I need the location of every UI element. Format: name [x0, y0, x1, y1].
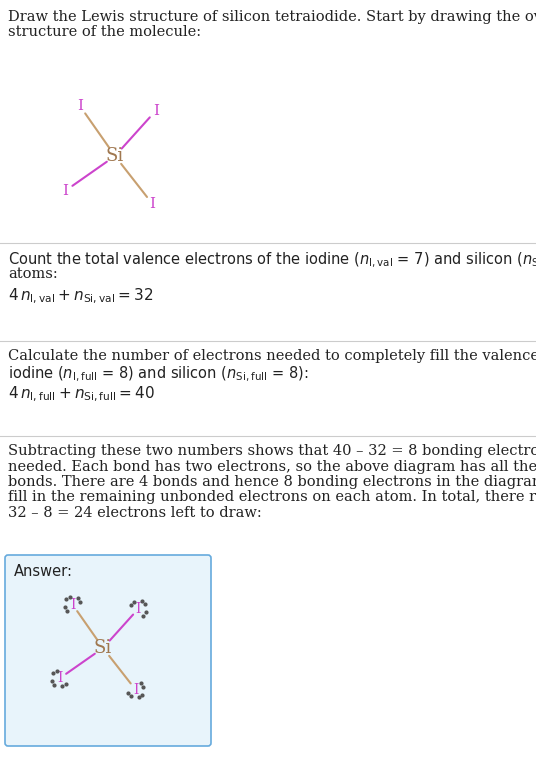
- Text: atoms:: atoms:: [8, 267, 58, 281]
- Text: I: I: [70, 598, 75, 611]
- Text: Si: Si: [94, 639, 112, 657]
- Text: Count the total valence electrons of the iodine ($n_{\mathrm{I,val}}$ = 7) and s: Count the total valence electrons of the…: [8, 251, 536, 270]
- Text: I: I: [77, 99, 83, 113]
- Text: I: I: [153, 104, 159, 118]
- Text: iodine ($n_{\mathrm{I,full}}$ = 8) and silicon ($n_{\mathrm{Si,full}}$ = 8):: iodine ($n_{\mathrm{I,full}}$ = 8) and s…: [8, 365, 308, 384]
- Text: $4\,n_{\mathrm{I,val}} + n_{\mathrm{Si,val}} = 32$: $4\,n_{\mathrm{I,val}} + n_{\mathrm{Si,v…: [8, 287, 153, 307]
- Text: Answer:: Answer:: [14, 564, 73, 579]
- FancyBboxPatch shape: [5, 555, 211, 746]
- Text: I: I: [136, 601, 141, 615]
- Text: bonds. There are 4 bonds and hence 8 bonding electrons in the diagram. Lastly,: bonds. There are 4 bonds and hence 8 bon…: [8, 475, 536, 489]
- Text: 32 – 8 = 24 electrons left to draw:: 32 – 8 = 24 electrons left to draw:: [8, 506, 262, 520]
- Text: $4\,n_{\mathrm{I,full}} + n_{\mathrm{Si,full}} = 40$: $4\,n_{\mathrm{I,full}} + n_{\mathrm{Si,…: [8, 385, 155, 404]
- Text: Draw the Lewis structure of silicon tetraiodide. Start by drawing the overall: Draw the Lewis structure of silicon tetr…: [8, 10, 536, 24]
- Text: Si: Si: [106, 147, 124, 165]
- Text: Subtracting these two numbers shows that 40 – 32 = 8 bonding electrons are: Subtracting these two numbers shows that…: [8, 444, 536, 458]
- Text: needed. Each bond has two electrons, so the above diagram has all the necessary: needed. Each bond has two electrons, so …: [8, 459, 536, 473]
- Text: I: I: [150, 197, 155, 211]
- Text: I: I: [62, 184, 68, 198]
- Text: I: I: [133, 683, 138, 697]
- Text: I: I: [57, 671, 62, 685]
- Text: structure of the molecule:: structure of the molecule:: [8, 25, 201, 39]
- Text: Calculate the number of electrons needed to completely fill the valence shells f: Calculate the number of electrons needed…: [8, 349, 536, 363]
- Text: fill in the remaining unbonded electrons on each atom. In total, there remain: fill in the remaining unbonded electrons…: [8, 490, 536, 504]
